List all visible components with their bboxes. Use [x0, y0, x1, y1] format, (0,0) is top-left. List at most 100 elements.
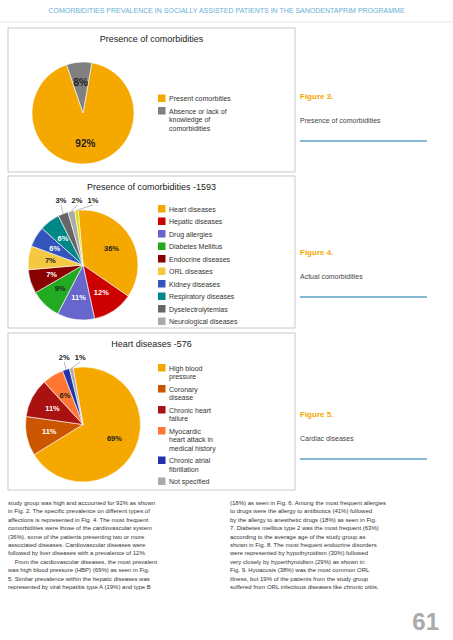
legend: High bloodpressureCoronarydiseaseChronic…	[158, 364, 216, 486]
legend-entry-line: Hepatic diseases	[169, 218, 223, 226]
body-text: (18%) as seen in Fig. 6. Among the most …	[229, 500, 386, 590]
legend-swatch	[158, 107, 166, 115]
legend-entry: Neurological diseases	[169, 318, 238, 326]
data-label: 9%	[55, 284, 66, 293]
data-label: 11%	[45, 404, 60, 413]
legend-entry: Myocardicheart attack in medical history	[169, 428, 216, 453]
data-label: 2%	[59, 353, 70, 362]
legend-swatch	[158, 385, 166, 393]
legend-entry: Chronic atrial fibrillation	[169, 457, 211, 473]
legend-entry-line: Myocardic	[169, 428, 201, 436]
legend-entry: Absence or lack ofknowledge ofcomorbidit…	[169, 108, 227, 132]
figure-subtitle: Actual comorbidities	[300, 273, 363, 280]
legend-swatch	[158, 305, 166, 313]
legend-entry-line: failure	[169, 415, 188, 422]
data-label: 6%	[60, 391, 71, 400]
body-text-line: represented by viral hepatitis type A (1…	[8, 584, 151, 590]
body-text-line: associated diseases. Cardiovascular dise…	[8, 542, 146, 548]
legend-entry-line: Endocrine diseases	[169, 256, 231, 263]
data-label: 3%	[56, 196, 67, 205]
legend-swatch	[158, 268, 166, 276]
legend-swatch	[158, 427, 166, 435]
data-label: 6%	[58, 234, 69, 243]
body-text-line: suffered from ORL infectious diseases li…	[230, 584, 379, 590]
background	[0, 0, 453, 640]
leader-line	[71, 205, 77, 211]
legend-swatch	[158, 280, 166, 288]
body-text-line: to drugs were the allergy to antibiotics…	[230, 508, 372, 514]
legend-entry-line: Dyselectrolytemias	[169, 306, 228, 314]
leader-line	[64, 362, 66, 370]
data-label: 12%	[94, 288, 109, 297]
body-text-line: by the allergy to anesthetic drugs (18%)…	[230, 517, 377, 523]
body-text-line: very closely by hyperthyroidism (29%) as…	[230, 559, 364, 565]
figure-subtitle: Presence of comorbidities	[300, 117, 381, 124]
legend-entry-line: disease	[169, 394, 193, 401]
page-number: 61	[412, 608, 439, 635]
chart-2: Heart diseases -57669%11%11%6%2%1%High b…	[8, 333, 427, 490]
legend-entry: ORL diseases	[169, 268, 213, 275]
legend-entry: Heart diseases	[169, 206, 216, 213]
body-text-line: followed by liver diseases with a preval…	[8, 550, 147, 556]
legend-entry-line: Present comorbities	[169, 95, 231, 102]
legend-entry-line: ORL diseases	[169, 268, 213, 275]
body-text-line: shown in Fig. 8. The most frequent endoc…	[230, 542, 377, 548]
legend-entry-line: Chronic atrial	[169, 457, 211, 464]
body-text-line: From the cardiovascular diseases, the mo…	[8, 559, 157, 565]
body-text-line: (18%) as seen in Fig. 6. Among the most …	[230, 500, 386, 506]
legend-swatch	[158, 457, 166, 465]
legend-entry: Present comorbities	[169, 95, 231, 102]
legend: Present comorbities Absence or lack ofkno…	[158, 95, 231, 132]
body-text-line: in Fig. 2. The specific prevalence on di…	[8, 508, 150, 514]
pie-slice	[69, 368, 83, 425]
data-label: 36%	[104, 244, 119, 253]
body-text-line: (36%), some of the patients presenting t…	[8, 534, 145, 540]
legend-swatch	[158, 478, 166, 486]
chart-1: Presence of comorbidities -159336%12%11%…	[8, 176, 427, 328]
figure-rule	[300, 140, 427, 142]
legend-entry-line: fibrillation	[169, 466, 199, 473]
leader-line	[71, 362, 80, 368]
body-text-line: study group was high and accounted for 9…	[8, 500, 155, 506]
figure-rule	[300, 296, 427, 298]
body-text-line: according to the average age of the stud…	[230, 534, 365, 540]
legend-entry-line: knowledge of	[169, 116, 210, 124]
legend-entry-line: medical history	[169, 445, 216, 453]
data-label: 1%	[88, 196, 99, 205]
chart-frame	[8, 28, 295, 172]
legend-swatch	[158, 406, 166, 414]
data-label: 1%	[75, 353, 86, 362]
legend-swatch	[158, 95, 166, 103]
figure-title: Figure 4.	[300, 248, 333, 257]
legend-swatch	[158, 230, 166, 238]
data-label: 2%	[72, 196, 83, 205]
legend-entry: Diabetes Mellitus	[169, 243, 223, 250]
page: COMORBIDITIES PREVALENCE IN SOCIALLY ASS…	[0, 0, 453, 640]
pie: 92%8%	[32, 62, 134, 164]
pie-slice	[75, 210, 83, 265]
legend-entry: Chronic heartfailure	[169, 407, 211, 423]
chart-title: Presence of comorbidities	[100, 34, 204, 44]
body-text-line: was high blood pressure (HBP) (69%) as s…	[7, 567, 150, 573]
data-label: 69%	[107, 434, 122, 443]
legend-swatch	[158, 255, 166, 263]
legend-entry-line: High blood	[169, 365, 203, 373]
legend-entry-line: Respiratory diseases	[169, 293, 235, 301]
legend-entry: Dyselectrolytemias	[169, 306, 228, 314]
figure-title: Figure 5.	[300, 410, 333, 419]
legend-swatch	[158, 218, 166, 226]
legend-entry: Coronarydisease	[169, 386, 198, 402]
legend-swatch	[158, 364, 166, 372]
page-title: COMORBIDITIES PREVALENCE IN SOCIALLY ASS…	[48, 7, 404, 14]
legend: Heart diseases Hepatic diseases Drug aller…	[158, 205, 238, 326]
legend-entry-line: heart attack in	[169, 436, 213, 443]
pie: 36%12%11%9%7%7%6%6%3%2%1%	[28, 196, 138, 320]
legend-swatch	[158, 318, 166, 326]
legend-entry: Endocrine diseases	[169, 256, 231, 263]
body-text: study group was high and accounted for 9…	[7, 500, 157, 590]
legend-entry-line: Not specified	[169, 478, 210, 486]
pie-slice	[68, 211, 83, 265]
legend-swatch	[158, 293, 166, 301]
data-label: 7%	[45, 256, 56, 265]
legend-entry-line: Drug allergies	[169, 231, 213, 239]
